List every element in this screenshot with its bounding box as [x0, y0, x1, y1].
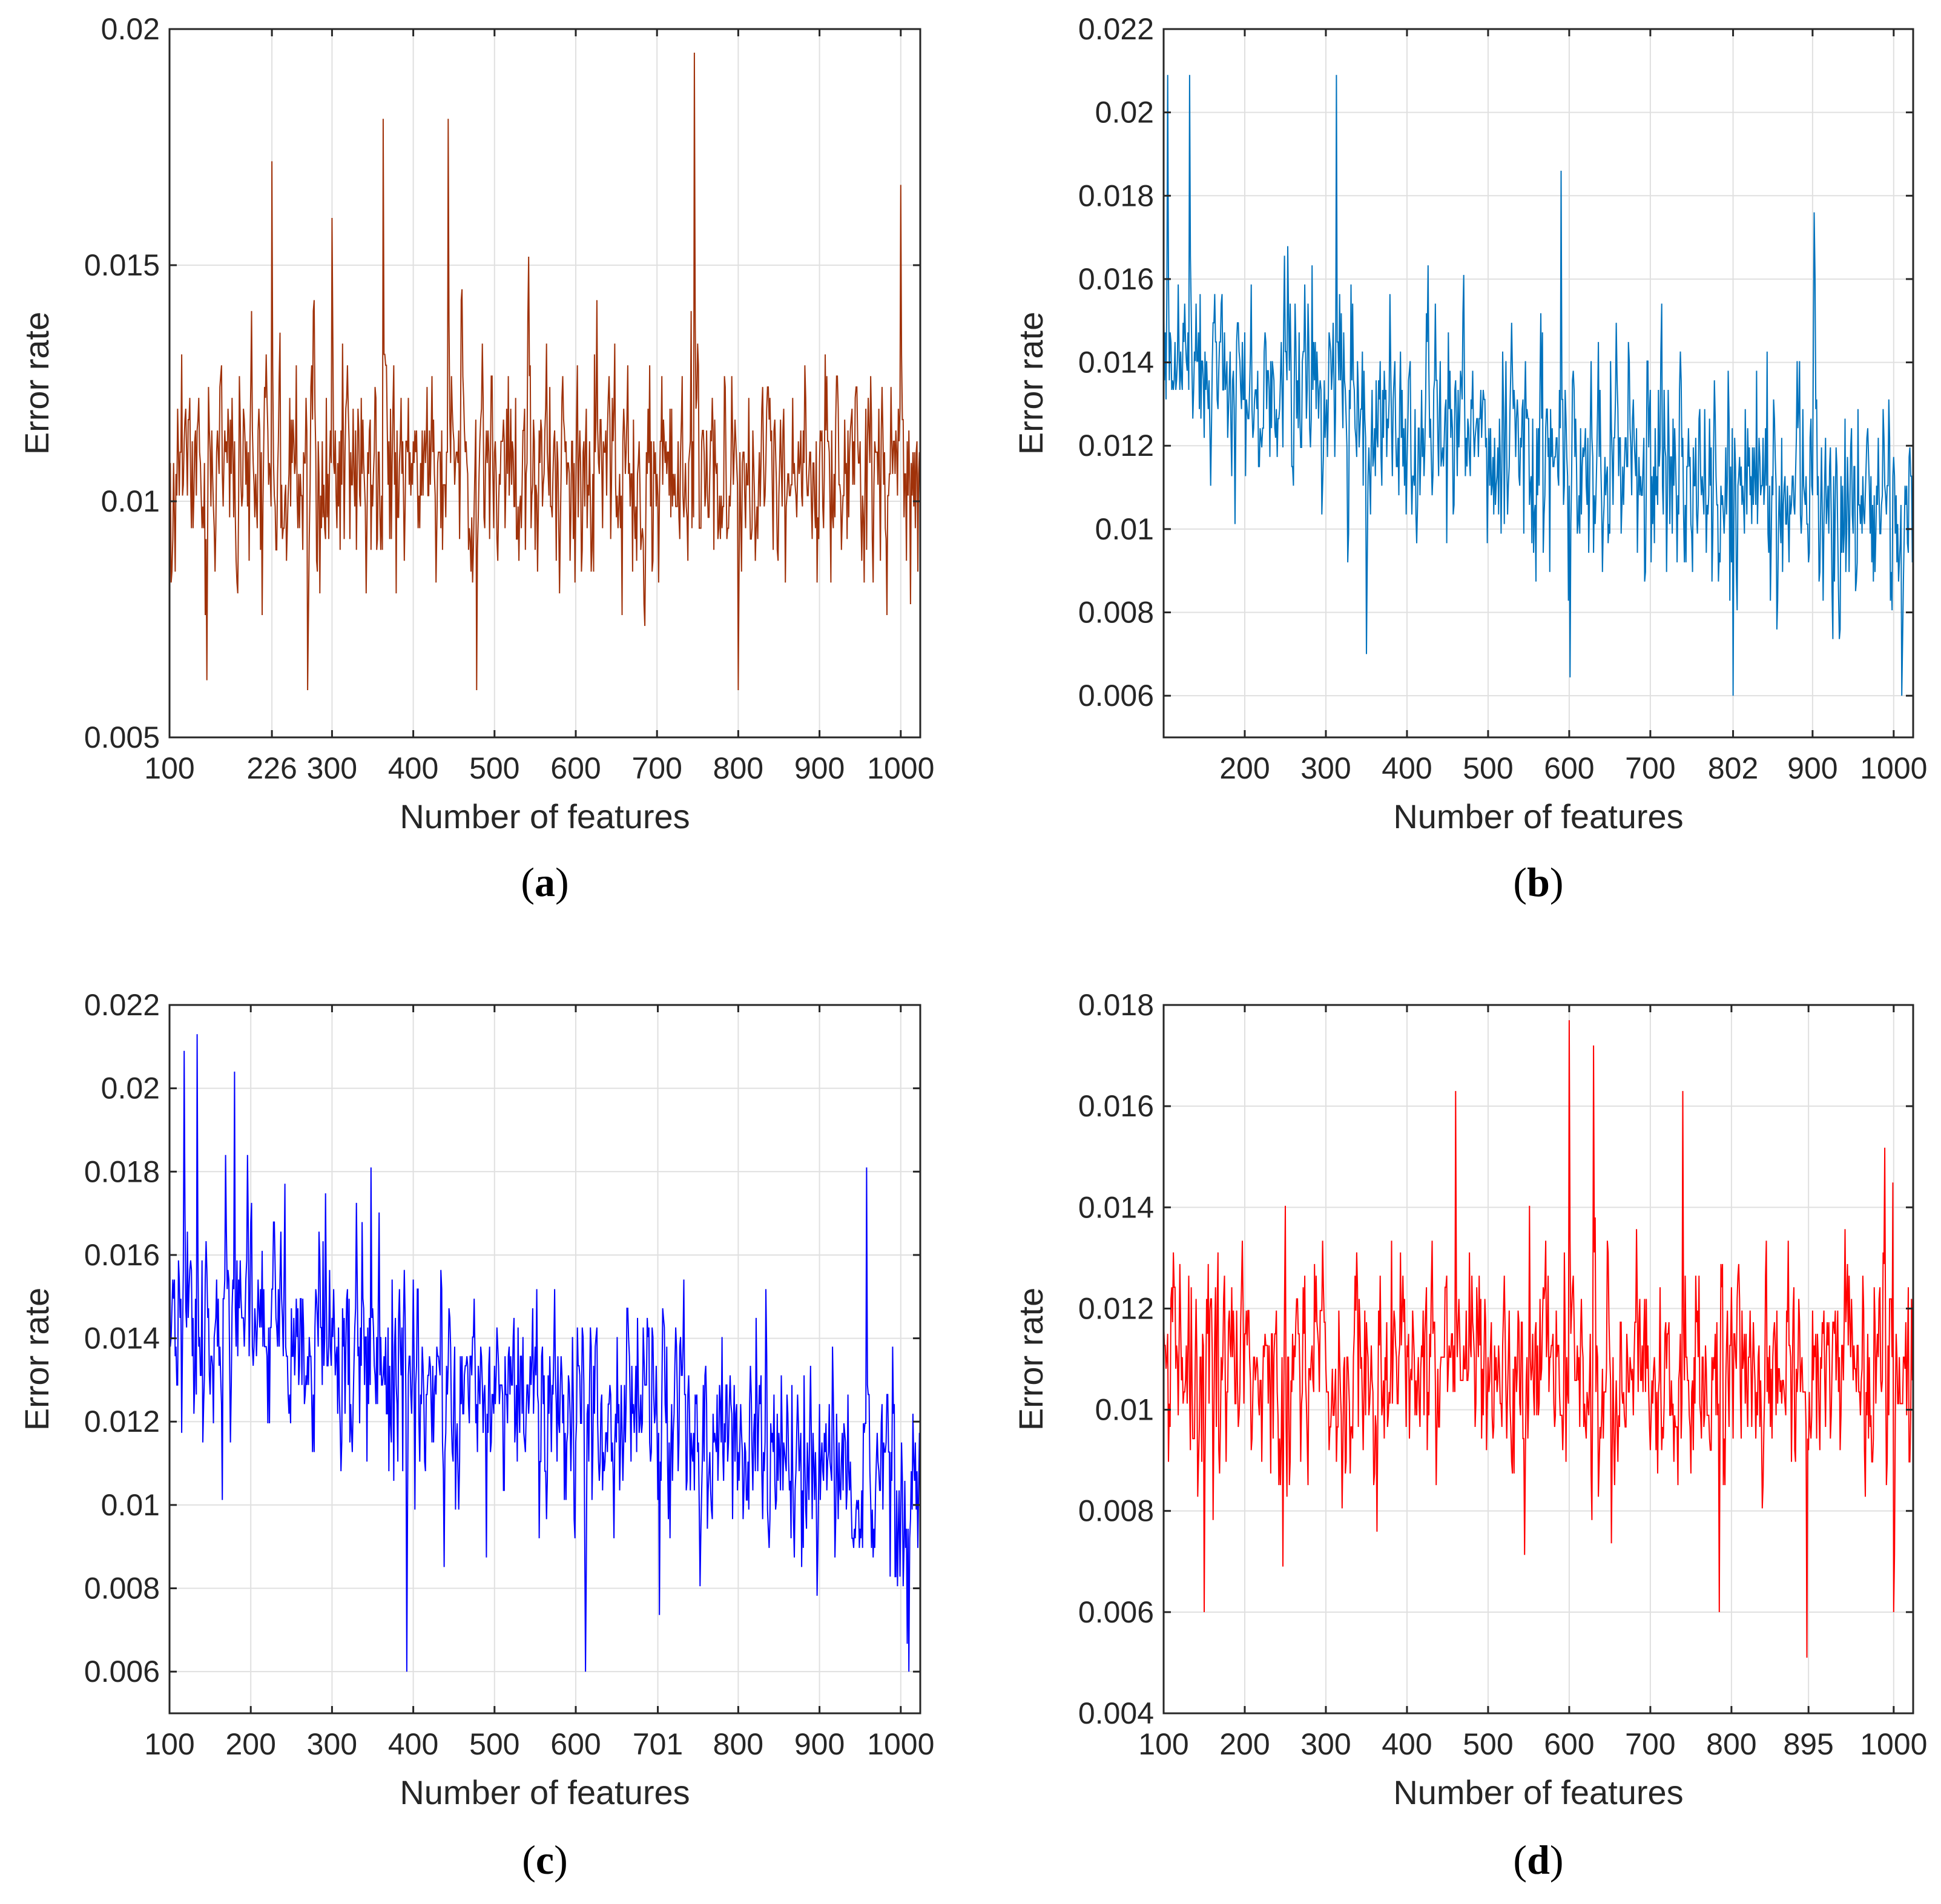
- y-tick-label: 0.01: [1095, 1393, 1154, 1427]
- panel-caption: (b): [1513, 859, 1563, 905]
- x-axis-label: Number of features: [400, 797, 690, 835]
- x-tick-label: 600: [550, 751, 601, 785]
- x-tick-label: 800: [713, 751, 763, 785]
- y-tick-label: 0.018: [1078, 179, 1154, 212]
- x-tick-label: 600: [1544, 751, 1594, 785]
- y-axis-label: Error rate: [18, 312, 56, 455]
- y-tick-label: 0.02: [101, 1072, 160, 1105]
- y-tick-label: 0.005: [84, 720, 160, 754]
- x-tick-label: 200: [225, 1727, 275, 1761]
- x-tick-label: 1000: [1860, 1727, 1927, 1761]
- y-tick-label: 0.008: [1078, 596, 1154, 630]
- x-tick-label: 900: [794, 751, 845, 785]
- x-tick-label: 400: [388, 751, 438, 785]
- y-tick-label: 0.008: [84, 1572, 160, 1606]
- y-axis-label: Error rate: [1012, 1288, 1050, 1431]
- y-tick-label: 0.01: [1095, 512, 1154, 546]
- axes-box: [1162, 1004, 1914, 1715]
- series-line-d: [1163, 1020, 1914, 1658]
- y-tick-label: 0.016: [1078, 1089, 1154, 1123]
- axes-box: [168, 1004, 921, 1715]
- x-tick-label: 500: [469, 1727, 519, 1761]
- x-tick-label: 800: [713, 1727, 763, 1761]
- panel-caption: (d): [1513, 1837, 1563, 1883]
- x-tick-label: 895: [1783, 1727, 1833, 1761]
- x-tick-label: 700: [631, 751, 682, 785]
- axes-box: [168, 28, 921, 739]
- x-tick-label: 1000: [867, 751, 934, 785]
- x-axis-label: Number of features: [1393, 797, 1683, 835]
- y-tick-label: 0.006: [84, 1655, 160, 1688]
- x-tick-label: 400: [388, 1727, 438, 1761]
- x-tick-label: 400: [1382, 1727, 1432, 1761]
- x-tick-label: 300: [1300, 1727, 1351, 1761]
- y-tick-label: 0.01: [101, 1488, 160, 1522]
- x-tick-label: 1000: [1860, 751, 1927, 785]
- x-tick-label: 800: [1706, 1727, 1756, 1761]
- x-tick-label: 701: [633, 1727, 683, 1761]
- chart-panel-b: 200 300 400 500 600 700 802 900 1000 0.006 0.008 0.…: [1012, 12, 1927, 905]
- x-tick-label: 600: [1544, 1727, 1594, 1761]
- axes-box: [1162, 28, 1914, 739]
- y-tick-label: 0.014: [1078, 346, 1154, 380]
- chart-panel-a: 100 226 300 400 500 600 700 800 900 1000 0.005 0.01…: [18, 12, 934, 905]
- y-tick-label: 0.022: [84, 988, 160, 1022]
- y-tick-label: 0.004: [1078, 1696, 1154, 1730]
- x-tick-label: 300: [307, 1727, 357, 1761]
- x-tick-label: 700: [1625, 1727, 1675, 1761]
- y-tick-label: 0.006: [1078, 679, 1154, 713]
- y-tick-label: 0.016: [84, 1238, 160, 1272]
- x-tick-label: 400: [1382, 751, 1432, 785]
- panel-caption: (a): [521, 859, 568, 905]
- x-tick-label: 1000: [867, 1727, 934, 1761]
- y-tick-label: 0.015: [84, 248, 160, 282]
- x-tick-label: 100: [144, 751, 194, 785]
- x-tick-label: 900: [1787, 751, 1837, 785]
- y-tick-label: 0.016: [1078, 262, 1154, 296]
- x-axis-label: Number of features: [400, 1773, 690, 1811]
- x-tick-label: 300: [307, 751, 357, 785]
- y-tick-label: 0.006: [1078, 1595, 1154, 1629]
- y-tick-label: 0.018: [84, 1155, 160, 1188]
- x-axis-label: Number of features: [1393, 1773, 1683, 1811]
- x-tick-label: 802: [1708, 751, 1758, 785]
- y-tick-label: 0.012: [84, 1405, 160, 1438]
- series-line-a: [169, 52, 921, 691]
- x-tick-label: 200: [1219, 1727, 1270, 1761]
- series-line-c: [169, 1034, 921, 1672]
- y-tick-label: 0.012: [1078, 429, 1154, 463]
- chart-panel-c: 100 200 300 400 500 600 701 800 900 1000 0.006 0.00…: [18, 988, 934, 1883]
- panel-caption: (c): [522, 1837, 568, 1883]
- x-tick-label: 500: [469, 751, 519, 785]
- x-tick-label: 500: [1463, 1727, 1513, 1761]
- y-tick-label: 0.02: [1095, 96, 1154, 130]
- y-tick-label: 0.014: [84, 1322, 160, 1356]
- series-line-b: [1163, 74, 1914, 696]
- y-tick-label: 0.022: [1078, 12, 1154, 46]
- x-tick-label: 100: [144, 1727, 194, 1761]
- chart-panel-d: 100 200 300 400 500 600 700 800 895 1000 0.004 0.00…: [1012, 988, 1927, 1883]
- x-tick-label: 300: [1300, 751, 1351, 785]
- x-tick-label: 600: [550, 1727, 601, 1761]
- y-tick-label: 0.012: [1078, 1291, 1154, 1325]
- x-tick-label: 700: [1625, 751, 1675, 785]
- y-tick-label: 0.01: [101, 484, 160, 518]
- y-axis-label: Error rate: [18, 1288, 56, 1431]
- y-tick-label: 0.014: [1078, 1190, 1154, 1224]
- x-tick-label: 900: [794, 1727, 845, 1761]
- x-tick-label: 500: [1463, 751, 1513, 785]
- y-tick-label: 0.008: [1078, 1494, 1154, 1528]
- y-axis-label: Error rate: [1012, 312, 1050, 455]
- y-tick-label: 0.018: [1078, 988, 1154, 1022]
- x-tick-label: 226: [246, 751, 297, 785]
- y-tick-label: 0.02: [101, 12, 160, 46]
- x-tick-label: 200: [1219, 751, 1270, 785]
- x-tick-label: 100: [1138, 1727, 1188, 1761]
